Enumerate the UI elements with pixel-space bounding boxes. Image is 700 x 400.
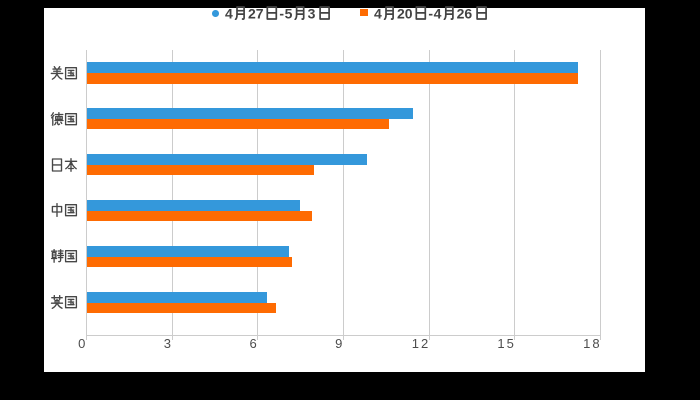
svg-text:4: 4 <box>433 5 441 21</box>
svg-text:27: 27 <box>248 5 264 21</box>
svg-text:-: - <box>428 5 433 21</box>
svg-text:26: 26 <box>456 5 472 21</box>
svg-text:4: 4 <box>225 5 233 21</box>
svg-text:-: - <box>279 5 284 21</box>
svg-text:5: 5 <box>284 5 292 21</box>
svg-text:3: 3 <box>307 5 315 21</box>
svg-text:4: 4 <box>374 5 382 21</box>
svg-text:20: 20 <box>397 5 413 21</box>
